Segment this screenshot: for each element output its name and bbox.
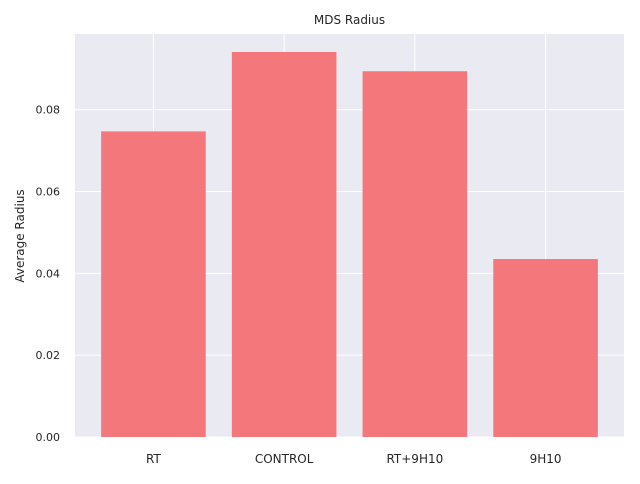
bar-rt	[101, 131, 206, 437]
x-tick-label: RT	[146, 452, 161, 466]
bar-rt-9h10	[362, 71, 468, 437]
x-tick-label: CONTROL	[255, 452, 314, 466]
y-axis-label: Average Radius	[13, 189, 27, 282]
y-tick-label: 0.08	[36, 104, 61, 117]
bars	[101, 52, 598, 438]
y-tick-label: 0.02	[36, 349, 61, 362]
x-tick-label: RT+9H10	[386, 452, 443, 466]
y-tick-label: 0.00	[36, 431, 61, 444]
y-axis-ticks: 0.00 0.02 0.04 0.06 0.08	[36, 104, 61, 444]
bar-9h10	[493, 259, 598, 437]
bar-control	[231, 52, 337, 438]
y-tick-label: 0.04	[36, 267, 61, 280]
x-tick-label: 9H10	[530, 452, 562, 466]
x-axis-ticks: RT CONTROL RT+9H10 9H10	[146, 452, 562, 466]
y-tick-label: 0.06	[36, 186, 61, 199]
chart-title: MDS Radius	[314, 13, 385, 27]
